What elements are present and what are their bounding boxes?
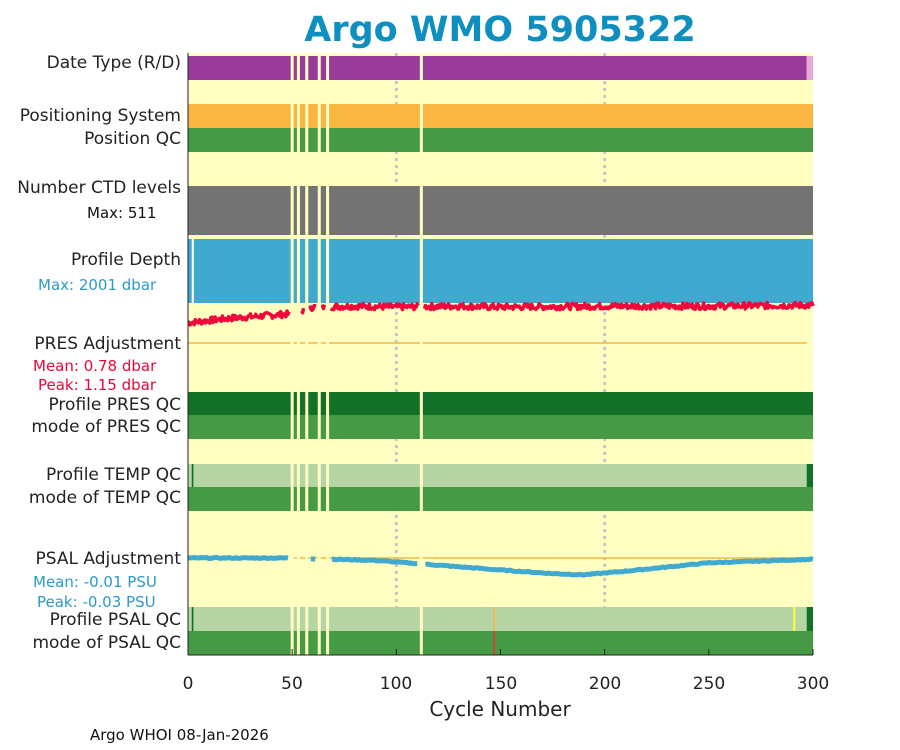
- profile-pres-qc-bar: [188, 392, 813, 415]
- missing-cycle-gap: [326, 53, 330, 655]
- missing-cycle-gap: [296, 53, 300, 655]
- footer-credit: Argo WHOI 08-Jan-2026: [90, 726, 269, 744]
- profile-psal-qc-bar: [188, 607, 813, 631]
- label-mode-psal-qc: mode of PSAL QC: [32, 633, 181, 653]
- psal-adjustment-peak: Peak: -0.03 PSU: [37, 593, 156, 611]
- chart-title: Argo WMO 5905322: [304, 10, 696, 50]
- missing-cycle-gap: [419, 53, 423, 655]
- psal-adjustment-series: [425, 556, 814, 578]
- pres-adjustment-series: [308, 303, 317, 313]
- positioning-system-bar: [188, 104, 813, 128]
- label-mode-temp-qc: mode of TEMP QC: [28, 488, 181, 508]
- label-profile-pres-qc: Profile PRES QC: [48, 395, 181, 415]
- label-pres-adjustment: PRES Adjustment: [34, 334, 181, 354]
- profile-psal-qc-yellow-flag: [793, 607, 796, 631]
- pres-adjustment-series: [320, 304, 327, 311]
- label-psal-adjustment: PSAL Adjustment: [35, 549, 181, 569]
- x-tick-label: 0: [182, 674, 194, 694]
- profile-temp-qc-flag: [806, 464, 813, 487]
- x-tick-label: 50: [281, 674, 303, 694]
- profile-depth-max: Max: 2001 dbar: [38, 276, 157, 294]
- pres-adjustment-series: [422, 300, 815, 312]
- profile-temp-qc-early-flag: [191, 464, 194, 487]
- x-tick-label: 200: [588, 674, 622, 694]
- label-date-type: Date Type (R/D): [46, 53, 181, 73]
- profile-depth-bar: [188, 239, 813, 303]
- ctd-levels-max: Max: 511: [87, 204, 157, 222]
- psal-adjustment-mean: Mean: -0.01 PSU: [33, 573, 157, 591]
- pres-adjustment-series: [329, 301, 420, 312]
- missing-cycle-gap: [290, 53, 294, 655]
- date-type-delayed-bar: [806, 56, 813, 80]
- x-tick-label: 250: [692, 674, 726, 694]
- missing-cycle-gap: [317, 53, 321, 655]
- x-tick-label: 300: [796, 674, 830, 694]
- profile-depth-early-gap: [191, 239, 194, 303]
- label-ctd-levels: Number CTD levels: [17, 178, 181, 198]
- label-position-qc: Position QC: [84, 129, 181, 149]
- profile-psal-qc-flag-cycle: [493, 607, 496, 631]
- label-positioning-system: Positioning System: [19, 106, 181, 126]
- pres-adjustment-mean: Mean: 0.78 dbar: [33, 357, 157, 375]
- label-profile-depth: Profile Depth: [70, 250, 181, 270]
- pres-adjustment-series: [187, 309, 291, 327]
- mode-psal-qc-flag-cycle: [493, 631, 496, 655]
- profile-psal-qc-flag: [806, 607, 813, 631]
- missing-cycle-gap: [305, 53, 309, 655]
- position-qc-bar: [188, 128, 813, 152]
- psal-adjustment-series: [331, 556, 418, 567]
- x-tick-label: 100: [379, 674, 413, 694]
- pres-adjustment-series: [300, 307, 306, 315]
- x-tick-label: 150: [484, 674, 518, 694]
- pres-adjustment-peak: Peak: 1.15 dbar: [38, 376, 157, 394]
- label-profile-psal-qc: Profile PSAL QC: [49, 610, 181, 630]
- ctd-levels-bar: [188, 186, 813, 235]
- label-mode-pres-qc: mode of PRES QC: [31, 417, 181, 437]
- mode-pres-qc-bar: [188, 415, 813, 439]
- x-axis-label: Cycle Number: [429, 697, 571, 721]
- profile-psal-qc-early-flag: [191, 607, 194, 631]
- date-type-bar: [188, 56, 807, 80]
- label-profile-temp-qc: Profile TEMP QC: [46, 465, 181, 485]
- profile-temp-qc-bar: [188, 464, 813, 487]
- mode-temp-qc-bar: [188, 487, 813, 511]
- psal-adjustment-series: [187, 555, 289, 561]
